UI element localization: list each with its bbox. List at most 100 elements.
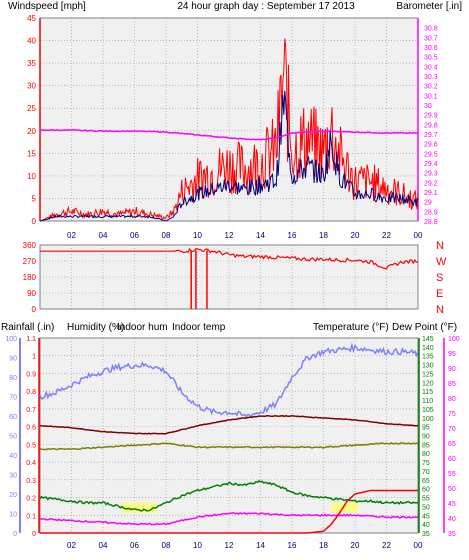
- direction-tick-label: 360: [23, 241, 37, 250]
- x-tick-label: 20: [351, 231, 360, 240]
- indoor-hum-label: Indoor hum: [117, 322, 168, 333]
- rainfall-tick-label: 0.7: [26, 407, 36, 414]
- barometer-tick-label: 29.3: [424, 171, 438, 178]
- temperature-tick-label: 70: [422, 469, 430, 476]
- windspeed-tick-label: 40: [27, 37, 36, 46]
- indoor-hum-line: [39, 442, 418, 451]
- x-tick-label: 00: [414, 541, 423, 550]
- barometer-tick-label: 30: [424, 103, 432, 110]
- barometer-tick-label: 30.6: [424, 45, 438, 52]
- x-tick-label: 06: [130, 231, 139, 240]
- humidity-tick-label: 70: [9, 395, 17, 402]
- barometer-tick-label: 29.1: [424, 190, 438, 197]
- x-tick-label: 16: [288, 231, 297, 240]
- humidity-axis-title: Humidity (%): [67, 322, 124, 333]
- dewpoint-tick-label: 100: [448, 336, 460, 343]
- barometer-tick-label: 29.5: [424, 151, 438, 158]
- windspeed-tick-label: 20: [27, 127, 36, 136]
- compass-label: N: [436, 304, 444, 316]
- temperature-tick-label: 100: [422, 416, 434, 423]
- chart-title: 24 hour graph day : September 17 2013: [177, 1, 355, 12]
- windspeed-tick-label: 0: [32, 217, 37, 226]
- wind-panel: 0 5 10 15 20 25 30 35 40 45 28.8 28.9 29 29.1 29.2 29.3…: [27, 14, 438, 240]
- barometer-tick-label: 28.9: [424, 209, 438, 216]
- x-tick-label: 14: [256, 231, 265, 240]
- temperature-tick-label: 35: [422, 531, 430, 538]
- dewpoint-tick-label: 90: [448, 366, 456, 373]
- barometer-tick-label: 29.4: [424, 161, 438, 168]
- temperature-humidity-panel: 0 0.1 0.2 0.3 0.4 0.5 0.6 0.7 0.8 0.9 1 1.1 0 10 20 30 4…: [5, 336, 459, 550]
- dewpoint-tick-label: 85: [448, 381, 456, 388]
- compass-label: N: [436, 240, 444, 252]
- x-tick-label: 04: [99, 231, 108, 240]
- dewpoint-tick-label: 95: [448, 351, 456, 358]
- barometer-tick-label: 30.8: [424, 26, 438, 33]
- dewpoint-axis-title: Dew Point (°F): [392, 322, 457, 333]
- humidity-tick-label: 50: [9, 434, 17, 441]
- x-tick-label: 16: [288, 541, 297, 550]
- windspeed-tick-label: 45: [27, 14, 36, 23]
- rainfall-line: [40, 489, 418, 534]
- barometer-line: [39, 129, 419, 141]
- rainfall-axis-title: Rainfall (.in): [1, 322, 54, 333]
- direction-tick-label: 90: [27, 289, 36, 298]
- temperature-tick-label: 130: [422, 363, 434, 370]
- temperature-tick-label: 140: [422, 345, 434, 352]
- barometer-tick-label: 30.5: [424, 55, 438, 62]
- temperature-line: [39, 479, 419, 512]
- temperature-tick-label: 90: [422, 434, 430, 441]
- barometer-tick-label: 29.7: [424, 132, 438, 139]
- dewpoint-tick-label: 45: [448, 501, 456, 508]
- humidity-tick-label: 30: [9, 473, 17, 480]
- x-tick-label: 20: [351, 541, 360, 550]
- temperature-tick-label: 85: [422, 442, 430, 449]
- temperature-tick-label: 55: [422, 496, 430, 503]
- humidity-tick-label: 10: [9, 512, 17, 519]
- barometer-tick-label: 28.8: [424, 219, 438, 226]
- dewpoint-tick-label: 40: [448, 516, 456, 523]
- humidity-tick-label: 40: [9, 453, 17, 460]
- x-tick-label: 02: [67, 231, 76, 240]
- windspeed-tick-label: 30: [27, 82, 36, 91]
- direction-tick-label: 270: [23, 257, 37, 266]
- barometer-tick-label: 30.1: [424, 93, 438, 100]
- x-tick-label: 06: [130, 541, 139, 550]
- x-tick-label: 08: [162, 541, 171, 550]
- x-tick-label: 18: [319, 541, 328, 550]
- rainfall-tick-label: 0.4: [26, 460, 36, 467]
- temperature-tick-label: 115: [422, 389, 433, 396]
- x-tick-label: 14: [256, 541, 265, 550]
- temperature-tick-label: 125: [422, 371, 434, 378]
- humidity-tick-label: 0: [13, 531, 17, 538]
- dewpoint-tick-label: 75: [448, 411, 456, 418]
- x-tick-label: 12: [225, 541, 234, 550]
- indoor-temp-label: Indoor temp: [172, 322, 226, 333]
- direction-tick-label: 180: [23, 273, 37, 282]
- barometer-tick-label: 30.3: [424, 74, 438, 81]
- barometer-tick-label: 30.4: [424, 64, 438, 71]
- direction-tick-label: 0: [32, 305, 37, 314]
- rainfall-tick-label: 0.5: [26, 442, 36, 449]
- x-tick-label: 18: [319, 231, 328, 240]
- dewpoint-tick-label: 65: [448, 441, 456, 448]
- windspeed-axis-title: Windspeed [mph]: [8, 1, 86, 12]
- temperature-tick-label: 60: [422, 487, 430, 494]
- rainfall-tick-label: 0.8: [26, 389, 36, 396]
- rainfall-tick-label: 0.3: [26, 478, 36, 485]
- humidity-line: [39, 342, 419, 419]
- temperature-tick-label: 50: [422, 504, 430, 511]
- rainfall-tick-label: 0.2: [26, 496, 36, 503]
- dewpoint-tick-label: 35: [448, 531, 456, 538]
- temperature-tick-label: 45: [422, 513, 430, 520]
- rainfall-tick-label: 0.9: [26, 371, 36, 378]
- windspeed-tick-label: 15: [27, 149, 36, 158]
- compass-label: W: [436, 256, 447, 268]
- dewpoint-tick-label: 70: [448, 426, 456, 433]
- rainfall-tick-label: 0.1: [26, 513, 36, 520]
- barometer-tick-label: 29.2: [424, 180, 438, 187]
- x-tick-label: 02: [67, 541, 76, 550]
- rainfall-tick-label: 0.6: [26, 425, 36, 432]
- temperature-tick-label: 80: [422, 451, 430, 458]
